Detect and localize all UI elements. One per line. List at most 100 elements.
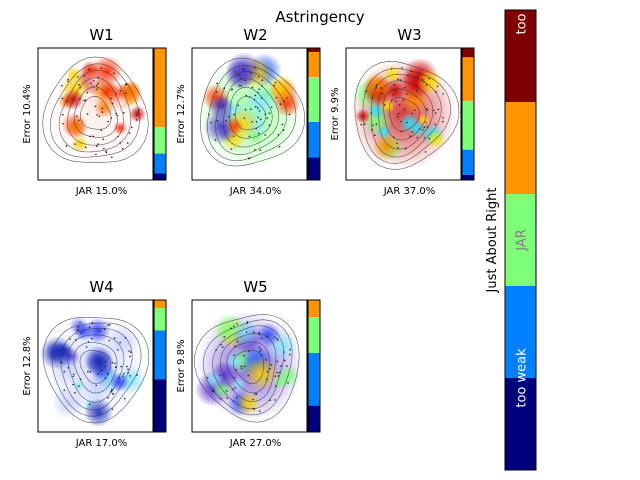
data-point: [136, 114, 139, 116]
data-point: [434, 112, 437, 114]
data-point: [225, 119, 228, 122]
density-blob: [112, 93, 131, 112]
data-point: [72, 375, 74, 378]
data-point: [213, 390, 215, 392]
contour-line: [215, 71, 288, 156]
data-point: [114, 362, 116, 365]
data-point: [236, 340, 239, 343]
bar-segment: [462, 57, 474, 101]
data-point: [103, 328, 106, 331]
data-point: [221, 346, 224, 348]
data-point: [62, 122, 64, 125]
data-point: [421, 78, 424, 81]
data-point: [409, 135, 412, 137]
data-point: [234, 71, 236, 73]
data-point: [79, 378, 82, 381]
data-point: [416, 76, 418, 79]
data-point: [232, 325, 235, 328]
data-point: [88, 326, 91, 329]
data-point: [269, 399, 271, 401]
bar-frame: [307, 47, 321, 181]
data-point: [240, 367, 243, 370]
data-point: [286, 365, 288, 367]
panel-w3: [350, 57, 460, 170]
data-point: [282, 129, 285, 131]
data-point: [255, 120, 258, 123]
data-point: [74, 391, 76, 394]
data-point: [111, 156, 113, 159]
colorbar-frame: [504, 9, 537, 471]
data-point: [115, 112, 117, 115]
density-blob: [39, 335, 74, 370]
data-point: [128, 132, 131, 134]
data-point: [76, 76, 79, 78]
data-point: [390, 99, 393, 101]
data-point: [251, 120, 253, 123]
data-point: [112, 392, 114, 395]
data-point: [397, 78, 399, 81]
data-point: [246, 322, 248, 324]
contour-line: [42, 56, 149, 163]
data-point: [246, 321, 249, 323]
density-blob: [128, 105, 146, 123]
data-point: [228, 115, 230, 118]
data-point: [214, 139, 217, 141]
bar-frame: [461, 47, 475, 181]
data-point: [119, 90, 122, 92]
data-point: [69, 338, 71, 340]
contour-line: [229, 86, 273, 139]
contour-line: [73, 86, 118, 138]
data-point: [111, 361, 114, 364]
data-point: [61, 84, 63, 87]
data-point: [260, 337, 263, 339]
data-point: [360, 123, 363, 126]
data-point: [264, 134, 266, 136]
panel-title: W2: [243, 26, 267, 44]
data-point: [89, 371, 92, 373]
data-point: [210, 121, 212, 124]
data-point: [425, 107, 428, 110]
data-point: [277, 134, 280, 136]
panel-ylabel: Error 9.9%: [330, 88, 341, 141]
data-point: [77, 119, 80, 122]
data-point: [248, 96, 251, 98]
data-point: [115, 92, 117, 95]
data-point: [276, 337, 278, 340]
data-point: [129, 355, 131, 358]
panel-xlabel: JAR 37.0%: [383, 186, 436, 197]
data-point: [63, 370, 66, 373]
data-point: [424, 121, 427, 124]
data-point: [392, 93, 394, 96]
data-point: [110, 391, 112, 393]
data-point: [111, 389, 113, 392]
data-point: [257, 75, 260, 78]
data-point: [400, 120, 402, 123]
data-point: [396, 142, 398, 145]
data-point: [258, 346, 261, 349]
data-point: [395, 100, 397, 102]
data-point: [424, 151, 427, 153]
data-point: [86, 91, 89, 94]
panel-ylabel: Error 10.4%: [22, 84, 33, 143]
data-point: [108, 339, 111, 342]
contour-line: [58, 69, 132, 153]
data-point: [235, 369, 237, 371]
data-point: [253, 98, 256, 101]
data-point: [102, 138, 105, 140]
data-point: [374, 134, 376, 137]
data-point: [404, 86, 406, 89]
data-point: [105, 151, 108, 154]
data-point: [434, 123, 436, 126]
data-point: [243, 365, 246, 368]
density-blob: [224, 59, 256, 91]
data-point: [128, 350, 130, 352]
data-point: [278, 371, 281, 374]
data-point: [226, 397, 228, 400]
data-point: [244, 108, 247, 111]
data-point: [398, 103, 401, 106]
data-point: [100, 129, 102, 132]
data-point: [101, 107, 103, 110]
data-point: [98, 115, 100, 118]
data-point: [63, 389, 66, 391]
data-point: [278, 145, 281, 148]
